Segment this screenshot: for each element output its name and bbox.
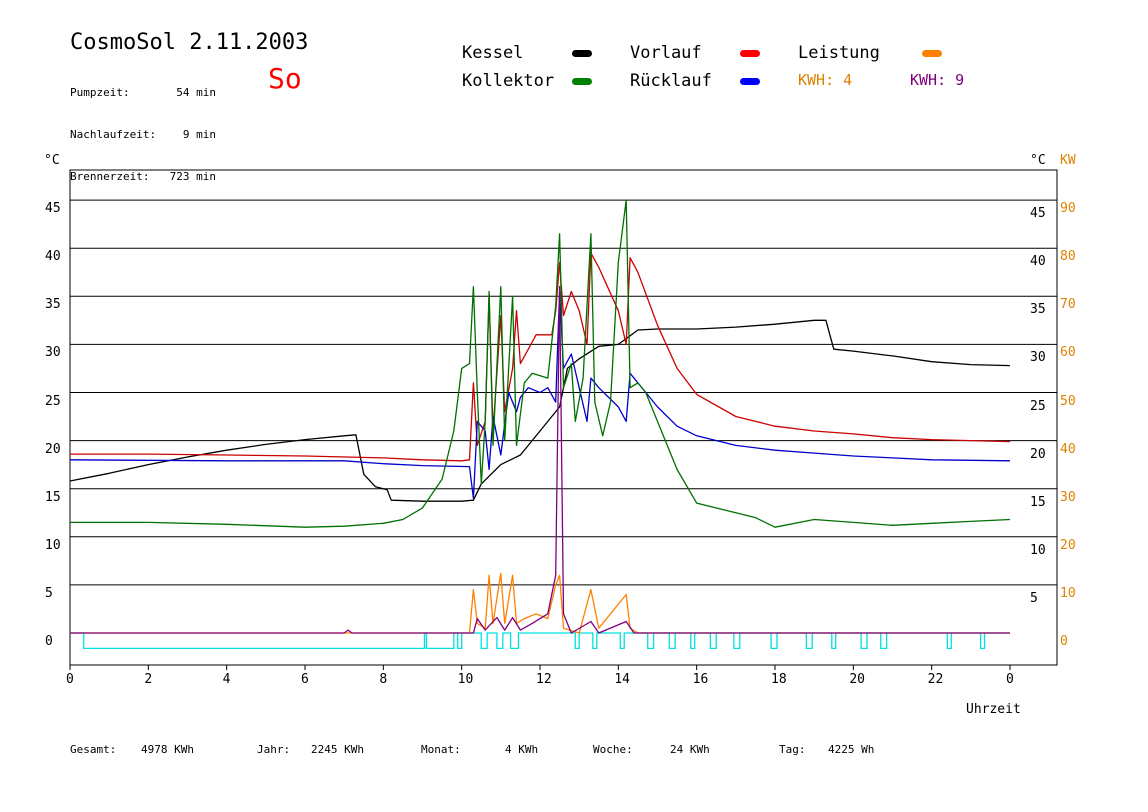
footer-tag-label: Tag: bbox=[779, 743, 806, 756]
y-right-power-tick-label: 30 bbox=[1060, 489, 1076, 505]
footer-jahr-label: Jahr: bbox=[257, 743, 291, 756]
legend-kwh-orange: KWH: 4 bbox=[798, 71, 853, 89]
legend-ruecklauf-label: Rücklauf bbox=[630, 71, 712, 91]
footer-jahr-value: 2245 KWh bbox=[311, 743, 364, 756]
y-right-temp-tick-label: 25 bbox=[1030, 398, 1046, 414]
stat-pumpzeit: Pumpzeit: 54 min bbox=[70, 86, 216, 99]
y-right-temp-tick-label: 5 bbox=[1030, 590, 1038, 606]
series-line-vorlauf bbox=[70, 252, 1011, 462]
x-tick-label: 18 bbox=[771, 672, 787, 687]
legend-leistung-label: Leistung bbox=[798, 43, 880, 63]
y-right-power-tick-label: 20 bbox=[1060, 537, 1076, 553]
x-tick-label: 10 bbox=[457, 672, 474, 687]
series-line-leistung bbox=[70, 572, 1010, 634]
stats-block: Pumpzeit: 54 min Nachlaufzeit: 9 min Brenn… bbox=[70, 58, 216, 198]
series-line-kwh bbox=[70, 286, 1010, 634]
x-tick-label: 4 bbox=[222, 672, 231, 687]
x-tick-label: 12 bbox=[536, 672, 552, 687]
x-tick-label: 16 bbox=[692, 672, 709, 687]
y-right-power-tick-label: 90 bbox=[1060, 201, 1076, 217]
y-left-tick-label: 35 bbox=[45, 297, 61, 313]
y-right-temp-tick-label: 35 bbox=[1030, 302, 1046, 318]
footer-monat-value: 4 KWh bbox=[505, 743, 539, 756]
y-right-power-tick-label: 70 bbox=[1060, 297, 1076, 313]
y-right-power-tick-label: 0 bbox=[1060, 634, 1068, 649]
series-line-kollektor bbox=[70, 199, 1011, 528]
plot-frame bbox=[69, 169, 1058, 666]
y-right-temp-tick-label: 20 bbox=[1030, 446, 1046, 462]
footer-gesamt-value: 4978 KWh bbox=[141, 743, 194, 756]
y-left-tick-label: 40 bbox=[45, 249, 61, 265]
y-right-temp-tick-label: 30 bbox=[1030, 350, 1046, 366]
y-right-temp-tick-label: 40 bbox=[1030, 254, 1046, 270]
footer-woche-label: Woche: bbox=[593, 743, 633, 756]
y-left-tick-label: 10 bbox=[45, 537, 61, 553]
y-left-tick-label: 25 bbox=[45, 393, 61, 409]
y-left-tick-label: 15 bbox=[45, 489, 61, 505]
y-right-power-tick-label: 60 bbox=[1060, 345, 1076, 361]
legend-ruecklauf-swatch bbox=[740, 78, 760, 85]
legend-vorlauf-label: Vorlauf bbox=[630, 43, 702, 63]
y-right-power-tick-label: 80 bbox=[1060, 249, 1076, 265]
x-tick-label: 22 bbox=[927, 672, 944, 687]
y-left-tick-label: 5 bbox=[45, 585, 53, 601]
legend-leistung-swatch bbox=[922, 50, 942, 57]
y-left-tick-label: 30 bbox=[45, 345, 61, 361]
y-right-temp-tick-label: 45 bbox=[1030, 206, 1046, 222]
x-axis-label: Uhrzeit bbox=[966, 702, 1021, 717]
legend-kessel-label: Kessel bbox=[462, 43, 524, 63]
legend-kollektor-label: Kollektor bbox=[462, 71, 555, 91]
footer-monat-label: Monat: bbox=[421, 743, 461, 756]
x-tick-label: 8 bbox=[379, 672, 388, 687]
y-left-tick-label: 45 bbox=[45, 201, 61, 217]
footer-woche-value: 24 KWh bbox=[670, 743, 710, 756]
x-tick-label: 0 bbox=[1006, 672, 1014, 687]
y-right-power-tick-label: 50 bbox=[1060, 393, 1076, 409]
y-right-temp-tick-label: 10 bbox=[1030, 542, 1046, 558]
stat-brennerzeit: Brennerzeit: 723 min bbox=[70, 170, 216, 183]
y-right-power-tick-label: 10 bbox=[1060, 585, 1076, 601]
series-line-kessel bbox=[69, 319, 1011, 502]
legend-kwh-purple: KWH: 9 bbox=[910, 71, 965, 89]
pump-status-line bbox=[70, 632, 1010, 650]
footer-tag-value: 4225 Wh bbox=[828, 743, 875, 756]
y-right-temp-unit: °C bbox=[1030, 153, 1046, 168]
legend-kessel-swatch bbox=[572, 50, 592, 57]
x-tick-label: 20 bbox=[849, 672, 865, 687]
legend-kollektor-swatch bbox=[572, 78, 592, 85]
y-left-tick-label: 20 bbox=[45, 441, 61, 457]
y-right-temp-tick-label: 15 bbox=[1030, 494, 1046, 510]
x-tick-label: 6 bbox=[301, 672, 309, 687]
legend-vorlauf-swatch bbox=[740, 50, 760, 57]
y-right-power-unit: KW bbox=[1060, 153, 1076, 168]
series-line-ruecklauf bbox=[69, 290, 1011, 499]
stat-nachlaufzeit: Nachlaufzeit: 9 min bbox=[70, 128, 216, 141]
day-label: So bbox=[268, 62, 302, 95]
x-tick-label: 2 bbox=[144, 672, 153, 687]
x-tick-label: 14 bbox=[614, 672, 630, 687]
x-tick-label: 0 bbox=[66, 672, 74, 687]
y-right-power-tick-label: 40 bbox=[1060, 441, 1076, 457]
y-left-unit: °C bbox=[44, 153, 60, 168]
y-left-tick-label: 0 bbox=[45, 634, 53, 649]
footer-gesamt-label: Gesamt: bbox=[70, 743, 117, 756]
chart-title: CosmoSol 2.11.2003 bbox=[70, 30, 309, 55]
